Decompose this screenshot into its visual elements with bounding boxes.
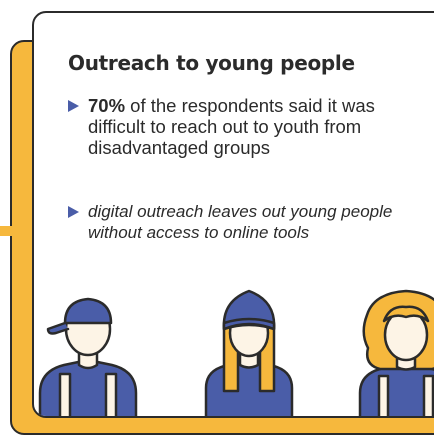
card-title: Outreach to young people xyxy=(68,51,355,75)
bullet-triangle-icon xyxy=(68,100,79,112)
bullet-triangle-icon xyxy=(68,206,79,218)
person-with-curly-hair-icon xyxy=(358,289,434,416)
highlight-percentage: 70% xyxy=(88,95,126,116)
young-people-illustration xyxy=(38,289,434,416)
outreach-card: Outreach to young people 70% of the resp… xyxy=(32,11,434,418)
bullet-item-respondents: 70% of the respondents said it was diffi… xyxy=(68,95,418,158)
orange-connector xyxy=(0,226,12,236)
bullet-text-digital-outreach: digital outreach leaves out young people… xyxy=(88,202,393,242)
bullet-body-respondents: of the respondents said it was difficult… xyxy=(88,95,375,158)
person-with-beanie-icon xyxy=(204,289,294,416)
person-with-cap-icon xyxy=(38,297,138,416)
bullet-text-respondents: 70% of the respondents said it was diffi… xyxy=(88,95,418,158)
bullet-item-digital-outreach: digital outreach leaves out young people… xyxy=(68,201,418,243)
